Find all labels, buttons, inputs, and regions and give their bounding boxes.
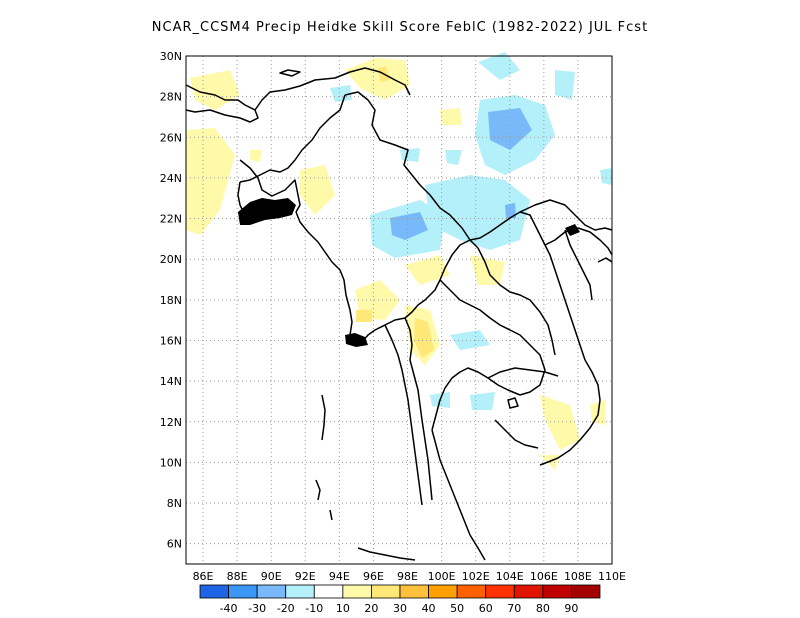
colorbar-tick-label: 70 (507, 602, 521, 615)
colorbar-labels: -40 -30 -20 -10 10 20 30 40 50 60 70 80 90 (220, 602, 579, 615)
colorbar-swatch (285, 584, 315, 599)
lat-tick-label: 8N (167, 497, 182, 510)
colorbar-tick-label: -40 (220, 602, 238, 615)
lat-tick-label: 14N (160, 375, 182, 388)
colorbar-tick-label: -30 (248, 602, 266, 615)
lon-tick-label: 98E (397, 570, 418, 583)
colorbar-tick-label: -20 (277, 602, 295, 615)
lon-tick-label: 88E (227, 570, 248, 583)
colorbar-tick-label: 90 (564, 602, 578, 615)
colorbar-tick-label: 50 (450, 602, 464, 615)
lon-tick-label: 108E (564, 570, 592, 583)
colorbar-swatch (228, 584, 258, 599)
lat-tick-label: 10N (160, 456, 182, 469)
latitude-labels: 30N 28N 26N 24N 22N 20N 18N 16N 14N 12N 10N 8N 6N (160, 50, 182, 551)
lon-tick-label: 106E (530, 570, 558, 583)
colorbar-tick-label: 40 (422, 602, 436, 615)
lat-tick-label: 12N (160, 416, 182, 429)
lat-tick-label: 26N (160, 131, 182, 144)
lat-tick-label: 6N (167, 538, 182, 551)
lat-tick-label: 18N (160, 294, 182, 307)
lat-tick-label: 28N (160, 91, 182, 104)
colorbar-swatch (571, 584, 601, 599)
colorbar (199, 584, 601, 599)
longitude-labels: 86E 88E 90E 92E 94E 96E 98E 100E 102E 104E 106E 108… (193, 570, 626, 583)
lon-tick-label: 104E (496, 570, 524, 583)
colorbar-swatch (199, 584, 229, 599)
lat-tick-label: 16N (160, 334, 182, 347)
lon-tick-label: 102E (462, 570, 490, 583)
lat-tick-label: 20N (160, 253, 182, 266)
country-borders (185, 67, 613, 561)
lon-tick-label: 94E (329, 570, 350, 583)
lat-tick-label: 24N (160, 172, 182, 185)
colorbar-tick-label: 10 (336, 602, 350, 615)
colorbar-swatch (485, 584, 515, 599)
lon-tick-label: 100E (428, 570, 456, 583)
delta-coastlines (238, 198, 580, 347)
colorbar-swatch (313, 584, 344, 599)
lon-tick-label: 90E (261, 570, 282, 583)
colorbar-swatch (371, 584, 401, 599)
colorbar-tick-label: 20 (364, 602, 378, 615)
lon-tick-label: 92E (295, 570, 316, 583)
lon-tick-label: 96E (363, 570, 384, 583)
colorbar-tick-label: -10 (305, 602, 323, 615)
plot-title: NCAR_CCSM4 Precip Heidke Skill Score Feb… (151, 20, 649, 35)
colorbar-swatch (542, 584, 572, 599)
colorbar-swatch (399, 584, 429, 599)
lon-tick-label: 86E (193, 570, 214, 583)
colorbar-swatch (342, 584, 372, 599)
colorbar-tick-label: 30 (393, 602, 407, 615)
plot-frame (185, 55, 613, 565)
lat-tick-label: 22N (160, 213, 182, 226)
lat-tick-label: 30N (160, 50, 182, 63)
colorbar-swatch (256, 584, 287, 599)
colorbar-tick-label: 80 (536, 602, 550, 615)
colorbar-swatch (456, 584, 487, 599)
colorbar-tick-label: 60 (479, 602, 493, 615)
skill-shading (186, 52, 612, 470)
colorbar-swatch (428, 584, 458, 599)
lon-tick-label: 110E (598, 570, 626, 583)
colorbar-swatch (513, 584, 544, 599)
